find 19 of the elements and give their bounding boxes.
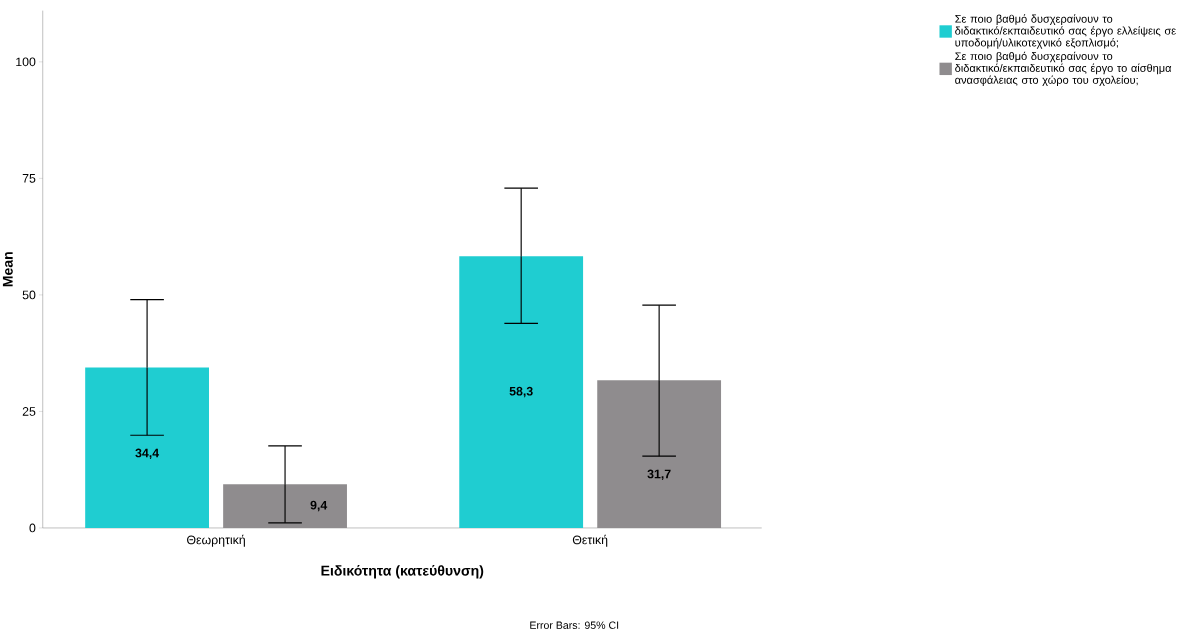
bar [459, 256, 584, 529]
bar [223, 484, 347, 529]
bar [85, 367, 209, 529]
x-axis-title: Ειδικότητα (κατεύθυνση) [321, 565, 484, 579]
x-tick-label: Θετική [572, 534, 608, 547]
legend-label: Σε ποιο βαθμό δυσχεραίνουν το διδακτικό/εκπαιδευτικό σας έργο ελλείψεις σε υποδομή/υλικοτεχνικό εξοπλισμό; [955, 14, 1176, 49]
data-label: 9,4 [310, 500, 328, 512]
data-label: 34,4 [135, 448, 160, 460]
y-tick-label: 50 [22, 290, 36, 300]
y-tick-label: 75 [22, 174, 36, 183]
y-tick-label: 0 [29, 523, 36, 533]
y-tick-label: 100 [16, 57, 36, 67]
y-tick-label: 25 [22, 407, 36, 416]
text: Error Bars: 95% CI [530, 621, 619, 630]
y-axis-title: Mean [2, 252, 13, 287]
legend-label: Σε ποιο βαθμό δυσχεραίνουν το διδακτικό/εκπαιδευτικό σας έργο το αίσθημα ανασφάλειας στο χώρο του σχολείου; [955, 51, 1172, 87]
x-tick-label: Θεωρητική [187, 534, 245, 547]
data-label: 31,7 [647, 469, 671, 481]
data-label: 58,3 [509, 386, 533, 398]
